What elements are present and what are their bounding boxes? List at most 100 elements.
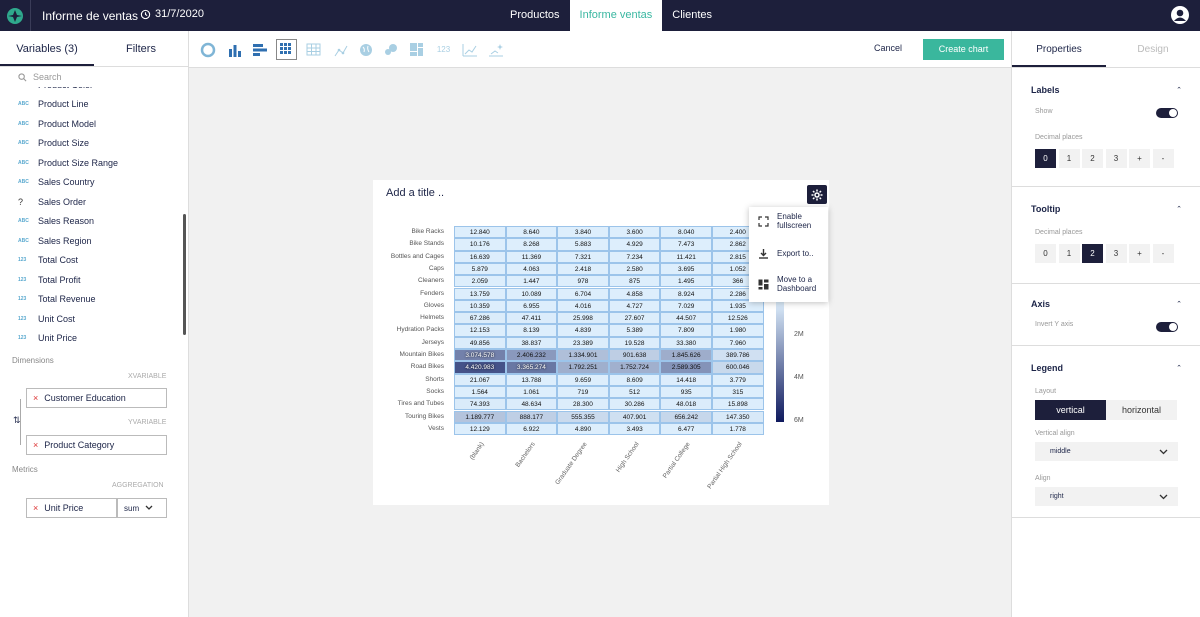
collapse-caret-icon[interactable]: ⌃ (1176, 301, 1182, 308)
heatmap-cell[interactable]: 4.420.983 (454, 361, 506, 374)
heatmap-cell[interactable]: 1.792.251 (557, 361, 609, 374)
layout-vertical-button[interactable]: vertical (1035, 400, 1106, 420)
remove-metric-icon[interactable]: × (33, 503, 39, 513)
heatmap-cell[interactable]: 9.659 (557, 373, 609, 386)
yvariable-chip[interactable]: × Product Category (26, 435, 167, 455)
heatmap-cell[interactable]: 3.779 (712, 373, 764, 386)
heatmap-cell[interactable]: 16.639 (454, 250, 506, 263)
heatmap-cell[interactable]: 4.016 (557, 299, 609, 313)
decimal-option[interactable]: 0 (1035, 244, 1056, 263)
swap-axes-icon[interactable]: ⇅ (13, 415, 21, 425)
heatmap-cell[interactable]: 6.477 (660, 422, 712, 436)
heatmap-cell[interactable]: 44.507 (660, 312, 712, 325)
heatmap-cell[interactable]: 49.856 (454, 336, 506, 349)
variable-item[interactable]: ABC Sales Reason (0, 212, 184, 232)
heatmap-cell[interactable]: 2.580 (608, 262, 661, 276)
decimal-option[interactable]: 3 (1105, 149, 1127, 168)
heatmap-cell[interactable]: 1.935 (712, 299, 764, 313)
heatmap-cell[interactable]: 5.883 (557, 238, 609, 251)
remove-y-icon[interactable]: × (33, 440, 39, 450)
menu-enable-fullscreen[interactable]: Enable fullscreen (749, 212, 828, 230)
heatmap-cell[interactable]: 1.845.626 (660, 349, 712, 362)
legend-title[interactable]: Legend (1031, 363, 1064, 373)
treemap-icon[interactable] (406, 39, 427, 60)
variable-item[interactable]: ABC Sales Region (0, 231, 184, 251)
xvariable-chip[interactable]: × Customer Education (26, 388, 167, 408)
heatmap-cell[interactable]: 1.447 (505, 275, 558, 288)
tab-design[interactable]: Design (1137, 44, 1169, 55)
heatmap-cell[interactable]: 25.998 (557, 312, 609, 325)
align-select[interactable]: right (1035, 487, 1178, 506)
variable-item[interactable]: 123 Unit Price (0, 329, 184, 343)
heatmap-cell[interactable]: 4.839 (557, 324, 609, 337)
heatmap-cell[interactable]: 2.406.232 (505, 349, 558, 362)
heatmap-cell[interactable]: 1.778 (712, 422, 764, 436)
heatmap-cell[interactable]: 12.129 (454, 422, 506, 436)
valign-select[interactable]: middle (1035, 442, 1178, 461)
tab-variables[interactable]: Variables (3) (0, 31, 94, 66)
heatmap-cell[interactable]: 38.837 (505, 336, 558, 349)
heatmap-cell[interactable]: 3.695 (660, 262, 712, 276)
report-date[interactable]: 31/7/2020 (140, 8, 204, 20)
heatmap-cell[interactable]: 407.901 (608, 410, 661, 423)
heatmap-cell[interactable]: 19.528 (608, 336, 661, 349)
heatmap-cell[interactable]: 7.473 (660, 238, 712, 251)
nav-informe-ventas[interactable]: Informe ventas (569, 0, 663, 31)
table-icon[interactable] (303, 39, 324, 60)
bubble-chart-icon[interactable] (380, 39, 401, 60)
axis-title[interactable]: Axis (1031, 299, 1051, 309)
variable-item[interactable]: ABC Product Size Range (0, 153, 184, 173)
variable-item[interactable]: 123 Total Profit (0, 270, 184, 290)
heatmap-cell[interactable]: 48.634 (505, 398, 558, 411)
remove-x-icon[interactable]: × (33, 393, 39, 403)
decimal-option[interactable]: - (1152, 149, 1174, 168)
tab-filters[interactable]: Filters (126, 43, 156, 55)
aggregation-select[interactable]: sum (117, 498, 167, 518)
user-avatar-icon[interactable] (1170, 5, 1190, 28)
heatmap-cell[interactable]: 656.242 (660, 410, 712, 423)
heatmap-cell[interactable]: 10.089 (505, 287, 558, 300)
bar-chart-icon[interactable] (224, 39, 245, 60)
nav-clientes[interactable]: Clientes (672, 9, 713, 21)
heatmap-cell[interactable]: 11.369 (505, 250, 558, 263)
variable-item[interactable]: 123 Total Cost (0, 251, 184, 271)
sparkle-chart-icon[interactable] (485, 39, 506, 60)
heatmap-cell[interactable]: 5.879 (454, 262, 506, 276)
heatmap-cell[interactable]: 21.067 (454, 373, 506, 386)
heatmap-cell[interactable]: 555.355 (557, 410, 609, 423)
menu-export[interactable]: Export to.. (749, 248, 828, 259)
heatmap-cell[interactable]: 27.607 (608, 312, 661, 325)
heatmap-cell[interactable]: 1.334.901 (557, 349, 609, 362)
heatmap-cell[interactable]: 3.365.274 (505, 361, 558, 374)
chart-title-input[interactable]: Add a title .. (386, 187, 445, 199)
heatmap-cell[interactable]: 901.638 (608, 349, 661, 362)
heatmap-cell[interactable]: 4.063 (505, 262, 558, 276)
heatmap-cell[interactable]: 888.177 (505, 410, 558, 423)
labels-title[interactable]: Labels (1031, 85, 1060, 95)
heatmap-cell[interactable]: 67.286 (454, 312, 506, 325)
heatmap-cell[interactable]: 1.495 (660, 275, 712, 288)
heatmap-cell[interactable]: 3.074.578 (454, 349, 506, 362)
heatmap-cell[interactable]: 30.286 (608, 398, 661, 411)
collapse-caret-icon[interactable]: ⌃ (1176, 365, 1182, 372)
heatmap-cell[interactable]: 512 (608, 385, 661, 399)
heatmap-cell[interactable]: 935 (660, 385, 712, 399)
app-logo[interactable] (0, 0, 31, 31)
heatmap-cell[interactable]: 7.234 (608, 250, 661, 263)
metric-chip[interactable]: × Unit Price (26, 498, 117, 518)
decimal-option[interactable]: + (1129, 149, 1150, 168)
horizontal-bar-icon[interactable] (249, 39, 270, 60)
heatmap-cell[interactable]: 4.727 (608, 299, 661, 313)
heatmap-cell[interactable]: 6.704 (557, 287, 609, 300)
variable-item[interactable]: 123 Total Revenue (0, 290, 184, 310)
heatmap-cell[interactable]: 6.922 (505, 422, 558, 436)
heatmap-cell[interactable]: 12.840 (454, 226, 506, 239)
heatmap-cell[interactable]: 2.418 (557, 262, 609, 276)
heatmap-cell[interactable]: 3.840 (557, 226, 609, 239)
heatmap-cell[interactable]: 12.526 (712, 312, 764, 325)
create-chart-button[interactable]: Create chart (923, 39, 1004, 60)
collapse-caret-icon[interactable]: ⌃ (1176, 87, 1182, 94)
heatmap-cell[interactable]: 47.411 (505, 312, 558, 325)
donut-chart-icon[interactable] (197, 39, 218, 60)
